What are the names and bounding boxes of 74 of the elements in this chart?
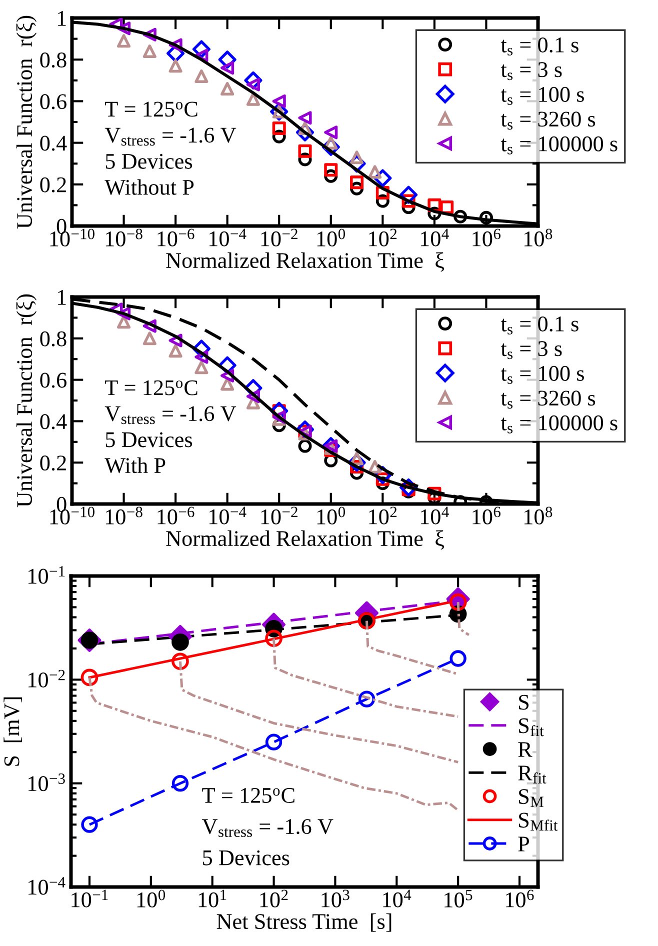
y-tick-label: 1 xyxy=(58,11,66,26)
x-tick-label: 10$^{2}$ xyxy=(260,890,288,908)
x-tick-label: 10$^{8}$ xyxy=(524,506,552,524)
annotation: V$_{stress}$ = -1.6 V xyxy=(104,406,236,424)
x-axis-title: Normalized Relaxation Time ξ xyxy=(166,530,444,550)
y-tick-label: 0.8 xyxy=(40,52,66,68)
annotation: V$_{stress}$ = -1.6 V xyxy=(202,819,334,838)
legend-label: t$_{s}$ = 3 s xyxy=(500,62,562,80)
legend-label: t$_{s}$ = 100 s xyxy=(500,86,584,105)
legend-label: t$_{s}$ = 0.1 s xyxy=(500,37,578,56)
x-tick-label: 10$^{0}$ xyxy=(317,228,346,246)
x-tick-label: 10$^{6}$ xyxy=(472,506,500,524)
annotation: Without P xyxy=(104,179,194,195)
y-tick-label: 0.6 xyxy=(40,372,66,388)
x-tick-label: 10$^{−2}$ xyxy=(261,228,298,246)
x-tick-label: 10$^{−4}$ xyxy=(210,228,246,246)
y-tick-label: 0.4 xyxy=(40,414,67,430)
x-tick-label: 10$^{5}$ xyxy=(444,890,472,908)
x-tick-label: 10$^{2}$ xyxy=(369,228,397,246)
legend-label: t$_{s}$ = 100 s xyxy=(500,366,584,384)
y-axis-title: Universal Function r(ξ) xyxy=(16,16,37,229)
x-axis-title: Net Stress Time [s] xyxy=(216,913,392,932)
x-tick-label: 10$^{6}$ xyxy=(472,228,500,246)
annotation: T = 125$^{o}$C xyxy=(105,102,198,117)
x-tick-label: 10$^{−1}$ xyxy=(72,890,108,908)
x-tick-label: 10$^{3}$ xyxy=(322,890,350,908)
legend-label: t$_{s}$ = 100000 s xyxy=(500,415,618,434)
x-tick-label: 10$^{−8}$ xyxy=(106,228,142,246)
y-tick-label: 10$^{−4}$ xyxy=(28,877,66,895)
legend-label: t$_{s}$ = 3260 s xyxy=(500,112,596,130)
legend-label: R$_{fit}$ xyxy=(518,766,546,784)
y-tick-label: 0.6 xyxy=(40,94,66,110)
x-tick-label: 10$^{8}$ xyxy=(524,228,552,246)
x-tick-label: 10$^{−8}$ xyxy=(106,506,142,524)
annotation: With P xyxy=(104,457,166,474)
legend-label: t$_{s}$ = 3260 s xyxy=(500,390,596,409)
legend-label: S$_{Mfit}$ xyxy=(519,812,558,831)
annotation: T = 125$^{o}$C xyxy=(105,380,198,396)
legend-label: t$_{s}$ = 100000 s xyxy=(500,136,618,154)
legend-label: S xyxy=(519,694,529,710)
x-tick-label: 10$^{−6}$ xyxy=(158,506,194,524)
x-tick-label: 10$^{−2}$ xyxy=(261,506,298,524)
legend-label: t$_{s}$ = 3 s xyxy=(500,341,562,360)
x-tick-label: 10$^{4}$ xyxy=(383,890,412,908)
legend-label: S$_{fit}$ xyxy=(519,718,544,736)
x-tick-label: 10$^{4}$ xyxy=(420,506,449,524)
x-tick-label: 10$^{−6}$ xyxy=(158,228,194,246)
x-tick-label: 10$^{4}$ xyxy=(420,228,449,246)
legend-label: R xyxy=(518,742,532,757)
annotation: 5 Devices xyxy=(106,154,192,169)
x-tick-label: 10$^{0}$ xyxy=(137,890,166,908)
y-tick-label: 0.2 xyxy=(40,456,66,471)
annotation: T = 125$^{o}$C xyxy=(202,788,294,803)
x-axis-title: Normalized Relaxation Time ξ xyxy=(166,252,444,272)
x-tick-label: 10$^{2}$ xyxy=(369,506,397,524)
y-tick-label: 10$^{−3}$ xyxy=(28,773,65,792)
annotation: 5 Devices xyxy=(106,432,192,448)
y-tick-label: 1 xyxy=(58,290,66,305)
y-tick-label: 0.8 xyxy=(40,331,66,346)
x-tick-label: 10$^{−4}$ xyxy=(210,506,246,524)
y-axis-title: S [mV] xyxy=(4,697,22,766)
annotation: V$_{stress}$ = -1.6 V xyxy=(104,128,236,146)
annotation: 5 Devices xyxy=(203,850,290,866)
x-tick-label: 10$^{6}$ xyxy=(506,890,534,908)
y-tick-label: 10$^{−1}$ xyxy=(28,566,65,584)
x-tick-label: 10$^{1}$ xyxy=(198,890,226,908)
legend-label: t$_{s}$ = 0.1 s xyxy=(500,316,578,334)
y-tick-label: 10$^{−2}$ xyxy=(28,670,65,688)
y-tick-label: 0.4 xyxy=(40,136,67,151)
legend-label: P xyxy=(518,836,530,852)
legend-label: S$_{M}$ xyxy=(519,789,544,807)
y-axis-title: Universal Function r(ξ) xyxy=(16,294,37,508)
y-tick-label: 0.2 xyxy=(40,177,66,192)
x-tick-label: 10$^{0}$ xyxy=(317,506,346,524)
